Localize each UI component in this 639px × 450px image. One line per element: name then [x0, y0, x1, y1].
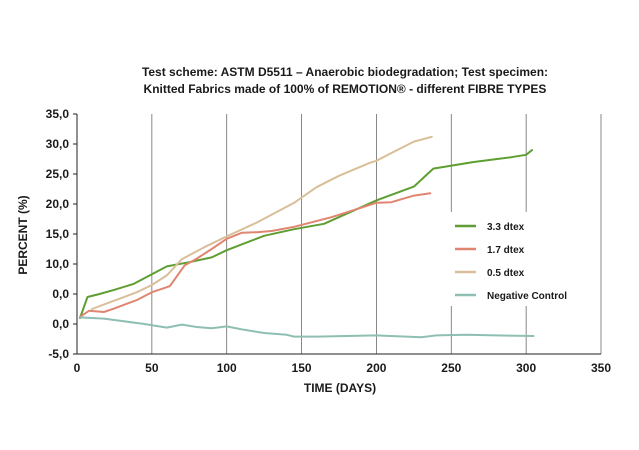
y-tick-label: 35,0: [46, 107, 70, 121]
legend: 3.3 dtex 1.7 dtex 0.5 dtex Negative Control: [444, 212, 584, 306]
legend-label: 0.5 dtex: [487, 268, 525, 279]
y-tick-label: -5,0: [48, 347, 69, 361]
x-tick-label: 50: [145, 361, 159, 375]
x-tick-label: 100: [217, 361, 237, 375]
x-tick-label: 350: [591, 361, 611, 375]
x-tick-label: 200: [366, 361, 386, 375]
series-line-1-7-dtex: [79, 192, 432, 318]
y-tick-label: 15,0: [46, 227, 70, 241]
x-tick-label: 300: [516, 361, 536, 375]
legend-label: 3.3 dtex: [487, 222, 525, 233]
series-line-0-5-dtex: [91, 135, 433, 310]
chart-title: Test scheme: ASTM D5511 – Anaerobic biod…: [142, 65, 548, 96]
chart-title-line-2: Knitted Fabrics made of 100% of REMOTION…: [144, 82, 547, 96]
y-tick-label: 0,0: [52, 287, 69, 301]
x-tick-label: 150: [292, 361, 312, 375]
series-line-negative-control: [79, 316, 535, 339]
y-tick-label: 25,0: [46, 167, 70, 181]
y-tick-label: 20,0: [46, 197, 70, 211]
axes: [73, 113, 601, 355]
x-tick-labels: 0 50 100 150 200 250 300 350: [74, 361, 612, 375]
legend-box: [444, 212, 584, 306]
y-tick-label: 30,0: [46, 137, 70, 151]
y-tick-label: 10,0: [46, 257, 70, 271]
y-tick-label: 0,0: [52, 317, 69, 331]
series-lines: [79, 135, 535, 339]
chart-title-line-1: Test scheme: ASTM D5511 – Anaerobic biod…: [142, 65, 548, 79]
x-tick-label: 0: [74, 361, 81, 375]
x-axis-label: TIME (DAYS): [304, 381, 376, 395]
y-tick-labels: -5,0 0,0 0,0 10,0 15,0 20,0 25,0 30,0 35,0: [46, 107, 70, 361]
y-axis-label: PERCENT (%): [16, 195, 30, 274]
x-tick-label: 250: [441, 361, 461, 375]
legend-label: Negative Control: [487, 291, 567, 302]
legend-label: 1.7 dtex: [487, 245, 525, 256]
series-line-3-3-dtex: [79, 149, 534, 319]
